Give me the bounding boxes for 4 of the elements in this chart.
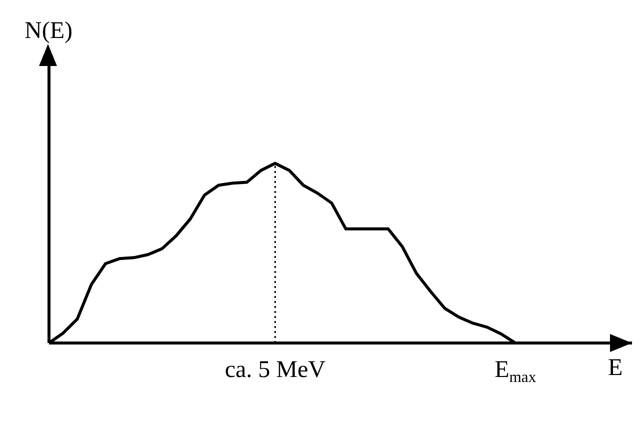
x-tick-label: E$_{max}$ — [494, 357, 536, 386]
y-axis-title: N(E) — [24, 18, 72, 44]
x-tick-label: ca. 5 MeV — [224, 357, 326, 383]
x-axis-title: E — [608, 355, 623, 382]
